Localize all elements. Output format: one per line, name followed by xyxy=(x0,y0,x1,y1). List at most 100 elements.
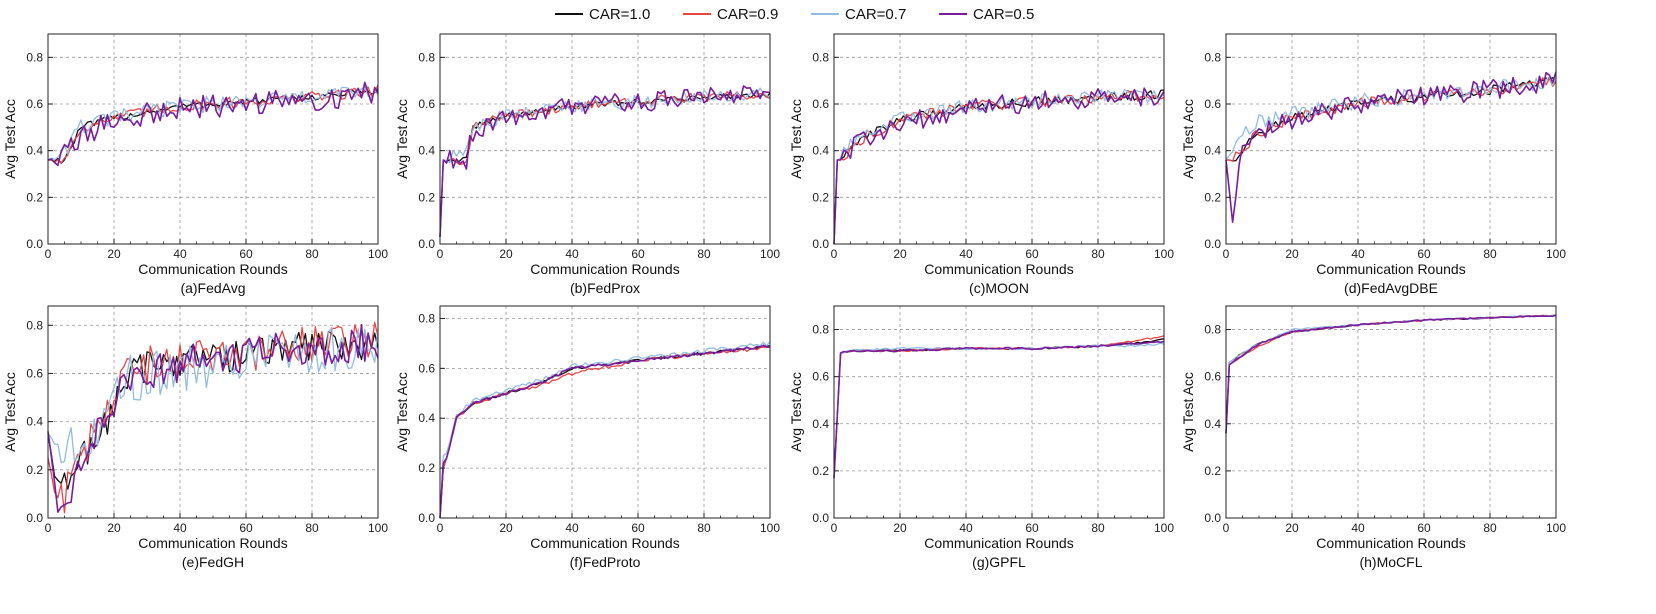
y-tick-label: 0.6 xyxy=(418,97,435,111)
y-tick-label: 0.0 xyxy=(812,511,829,525)
x-axis-label: Communication Rounds xyxy=(924,535,1073,551)
y-axis-label: Avg Test Acc xyxy=(2,99,18,179)
y-axis-label: Avg Test Acc xyxy=(394,99,410,179)
chart-panel: 0 20 40 60 80 100 0.0 0.2 0.4 0.6 0.8 Communication… xyxy=(1180,33,1566,296)
series-line xyxy=(1226,77,1557,162)
series-line xyxy=(1225,314,1557,434)
legend: CAR=1.0 CAR=0.9 CAR=0.7 CAR=0.5 xyxy=(555,6,1034,23)
y-tick-label: 0.0 xyxy=(1204,511,1221,525)
x-tick-label: 100 xyxy=(760,247,780,261)
series-line xyxy=(833,87,1165,245)
series-line xyxy=(833,89,1165,245)
y-tick-label: 0.2 xyxy=(26,190,43,204)
x-tick-label: 60 xyxy=(1417,521,1431,535)
y-tick-label: 0.0 xyxy=(418,511,435,525)
series-line xyxy=(439,344,771,519)
y-tick-label: 0.2 xyxy=(1204,464,1221,478)
y-tick-label: 0.6 xyxy=(812,370,829,384)
chart-panel: 0 20 40 60 80 100 0.0 0.2 0.4 0.6 0.8 Communication… xyxy=(788,33,1174,296)
y-tick-label: 0.8 xyxy=(812,50,829,64)
chart-caption: (f)FedProto xyxy=(570,554,641,570)
x-tick-label: 0 xyxy=(437,247,444,261)
plot-frame xyxy=(833,305,1165,519)
x-tick-label: 100 xyxy=(368,247,388,261)
x-axis-label: Communication Rounds xyxy=(530,261,679,277)
chart-panel: 0 20 40 60 80 100 0.0 0.2 0.4 0.6 0.8 Communication… xyxy=(2,33,388,296)
series-line xyxy=(439,85,771,238)
y-axis-label: Avg Test Acc xyxy=(788,372,804,452)
x-tick-label: 20 xyxy=(893,247,907,261)
plot-frame xyxy=(439,305,771,519)
y-tick-label: 0.8 xyxy=(418,311,435,325)
y-tick-label: 0.6 xyxy=(1204,370,1221,384)
x-tick-label: 60 xyxy=(239,247,253,261)
plot-frame xyxy=(1225,33,1557,245)
x-tick-label: 0 xyxy=(1223,247,1230,261)
legend-label: CAR=1.0 xyxy=(589,6,650,23)
chart-caption: (e)FedGH xyxy=(182,554,244,570)
series-line xyxy=(833,335,1165,479)
legend-label: CAR=0.9 xyxy=(717,6,778,23)
x-tick-label: 60 xyxy=(631,521,645,535)
x-tick-label: 80 xyxy=(1091,247,1105,261)
y-tick-label: 0.8 xyxy=(1204,323,1221,337)
y-tick-label: 0.4 xyxy=(1204,144,1221,158)
x-tick-label: 40 xyxy=(565,521,579,535)
series-line xyxy=(833,89,1165,245)
y-axis-label: Avg Test Acc xyxy=(1180,99,1196,179)
chart-caption: (h)MoCFL xyxy=(1359,554,1422,570)
x-tick-label: 20 xyxy=(499,521,513,535)
plot-frame xyxy=(439,33,771,245)
series-line xyxy=(833,342,1165,479)
y-tick-label: 0.4 xyxy=(418,411,435,425)
chart-panel: 0 20 40 60 80 100 0.0 0.2 0.4 0.6 0.8 Communication… xyxy=(394,33,780,296)
x-tick-label: 20 xyxy=(1285,247,1299,261)
y-tick-label: 0.0 xyxy=(812,237,829,251)
x-tick-label: 0 xyxy=(1223,521,1230,535)
y-tick-label: 0.8 xyxy=(26,50,43,64)
series-line xyxy=(47,85,379,161)
x-tick-label: 20 xyxy=(499,247,513,261)
x-tick-label: 80 xyxy=(697,521,711,535)
x-tick-label: 100 xyxy=(1154,247,1174,261)
y-tick-label: 0.4 xyxy=(812,417,829,431)
y-tick-label: 0.8 xyxy=(418,50,435,64)
series-line xyxy=(1225,314,1557,434)
x-axis-label: Communication Rounds xyxy=(1316,261,1465,277)
x-tick-label: 0 xyxy=(437,521,444,535)
y-tick-label: 0.4 xyxy=(418,144,435,158)
x-tick-label: 0 xyxy=(45,521,52,535)
x-tick-label: 40 xyxy=(565,247,579,261)
series-line xyxy=(439,344,771,519)
x-tick-label: 40 xyxy=(1351,521,1365,535)
y-tick-label: 0.6 xyxy=(26,366,43,380)
x-tick-label: 60 xyxy=(631,247,645,261)
series-line xyxy=(439,92,771,238)
y-tick-label: 0.4 xyxy=(26,415,43,429)
y-tick-label: 0.6 xyxy=(812,97,829,111)
series-line xyxy=(833,338,1165,479)
series-line xyxy=(833,340,1165,479)
x-axis-label: Communication Rounds xyxy=(138,261,287,277)
x-tick-label: 40 xyxy=(959,521,973,535)
x-tick-label: 20 xyxy=(1285,521,1299,535)
x-tick-label: 20 xyxy=(107,247,121,261)
plot-frame xyxy=(47,33,379,245)
series-line xyxy=(47,324,379,513)
y-tick-label: 0.0 xyxy=(418,237,435,251)
y-tick-label: 0.2 xyxy=(418,461,435,475)
y-tick-label: 0.6 xyxy=(1204,97,1221,111)
chart-caption: (a)FedAvg xyxy=(180,280,245,296)
chart-caption: (b)FedProx xyxy=(570,280,640,296)
y-tick-label: 0.6 xyxy=(418,361,435,375)
y-tick-label: 0.6 xyxy=(26,97,43,111)
series-line xyxy=(1225,71,1557,223)
y-axis-label: Avg Test Acc xyxy=(788,99,804,179)
x-tick-label: 40 xyxy=(173,247,187,261)
x-tick-label: 100 xyxy=(760,521,780,535)
x-tick-label: 20 xyxy=(893,521,907,535)
x-tick-label: 80 xyxy=(1483,247,1497,261)
legend-label: CAR=0.7 xyxy=(845,6,906,23)
x-tick-label: 60 xyxy=(239,521,253,535)
